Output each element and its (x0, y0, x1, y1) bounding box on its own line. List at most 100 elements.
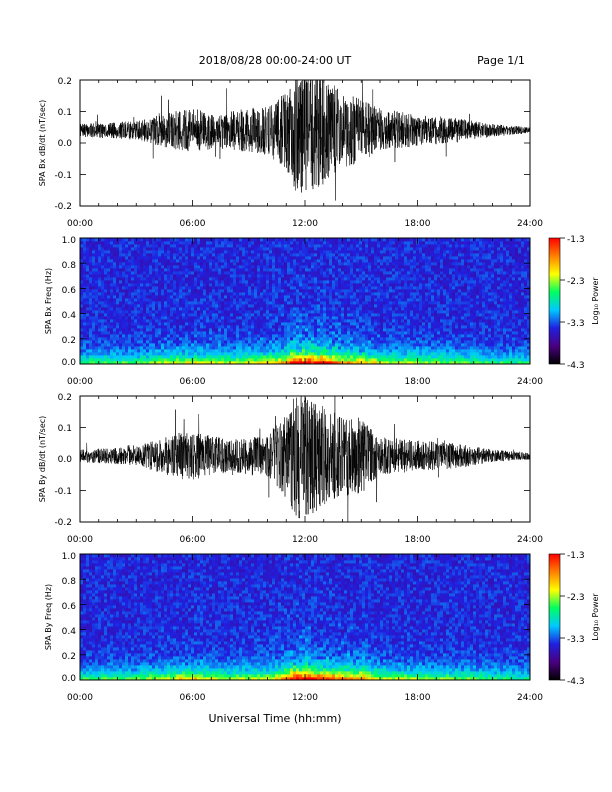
heatmap-cell (332, 337, 336, 341)
heatmap-cell (383, 298, 387, 302)
heatmap-cell (410, 247, 414, 251)
heatmap-cell (203, 265, 207, 269)
heatmap-cell (377, 328, 381, 332)
heatmap-cell (143, 352, 147, 356)
heatmap-cell (197, 262, 201, 266)
heatmap-cell (182, 361, 186, 365)
heatmap-cell (110, 289, 114, 293)
heatmap-cell (173, 331, 177, 335)
heatmap-cell (263, 355, 267, 359)
heatmap-cell (380, 250, 384, 254)
heatmap-cell (110, 340, 114, 344)
heatmap-cell (419, 352, 423, 356)
heatmap-cell (380, 268, 384, 272)
heatmap-cell (266, 343, 270, 347)
heatmap-cell (344, 340, 348, 344)
heatmap-cell (251, 244, 255, 248)
heatmap-cell (161, 325, 165, 329)
heatmap-cell (248, 274, 252, 278)
heatmap-cell (323, 280, 327, 284)
heatmap-cell (143, 286, 147, 290)
heatmap-cell (188, 298, 192, 302)
heatmap-cell (275, 343, 279, 347)
heatmap-cell (398, 331, 402, 335)
heatmap-cell (98, 310, 102, 314)
heatmap-cell (227, 361, 231, 365)
heatmap-cell (233, 265, 237, 269)
heatmap-cell (176, 322, 180, 326)
heatmap-cell (383, 334, 387, 338)
heatmap-cell (245, 301, 249, 305)
heatmap-cell (92, 262, 96, 266)
heatmap-cell (158, 241, 162, 245)
heatmap-cell (140, 352, 144, 356)
heatmap-cell (227, 310, 231, 314)
heatmap-cell (173, 250, 177, 254)
heatmap-cell (311, 262, 315, 266)
heatmap-cell (401, 280, 405, 284)
heatmap-cell (164, 310, 168, 314)
heatmap-cell (281, 352, 285, 356)
heatmap-cell (245, 298, 249, 302)
heatmap-cell (83, 361, 87, 365)
heatmap-cell (365, 340, 369, 344)
heatmap-cell (140, 349, 144, 353)
heatmap-cell (170, 268, 174, 272)
heatmap-cell (371, 340, 375, 344)
heatmap-cell (119, 259, 123, 263)
heatmap-cell (257, 280, 261, 284)
heatmap-cell (401, 313, 405, 317)
heatmap-cell (365, 286, 369, 290)
heatmap-cell (287, 346, 291, 350)
heatmap-cell (338, 301, 342, 305)
heatmap-cell (353, 274, 357, 278)
heatmap-cell (350, 346, 354, 350)
heatmap-cell (125, 325, 129, 329)
heatmap-cell (404, 355, 408, 359)
heatmap-cell (122, 319, 126, 323)
heatmap-cell (275, 274, 279, 278)
heatmap-cell (215, 274, 219, 278)
heatmap-cell (215, 316, 219, 320)
heatmap-cell (242, 346, 246, 350)
heatmap-cell (353, 241, 357, 245)
heatmap-cell (233, 280, 237, 284)
heatmap-cell (374, 295, 378, 299)
heatmap-cell (344, 331, 348, 335)
heatmap-cell (380, 361, 384, 365)
heatmap-cell (425, 328, 429, 332)
heatmap-cell (119, 280, 123, 284)
heatmap-cell (305, 316, 309, 320)
heatmap-cell (242, 358, 246, 362)
heatmap-cell (224, 268, 228, 272)
heatmap-cell (383, 304, 387, 308)
heatmap-cell (299, 271, 303, 275)
heatmap-cell (257, 238, 261, 242)
heatmap-cell (146, 304, 150, 308)
heatmap-cell (374, 307, 378, 311)
heatmap-cell (143, 310, 147, 314)
heatmap-cell (359, 280, 363, 284)
heatmap-cell (335, 310, 339, 314)
heatmap-cell (200, 298, 204, 302)
heatmap-cell (209, 352, 213, 356)
heatmap-cell (203, 286, 207, 290)
heatmap-cell (281, 319, 285, 323)
heatmap-cell (386, 247, 390, 251)
heatmap-cell (284, 328, 288, 332)
heatmap-cell (131, 355, 135, 359)
heatmap-cell (116, 292, 120, 296)
heatmap-cell (296, 277, 300, 281)
heatmap-cell (386, 253, 390, 257)
heatmap-cell (293, 298, 297, 302)
heatmap-cell (356, 268, 360, 272)
heatmap-cell (272, 268, 276, 272)
heatmap-cell (359, 241, 363, 245)
heatmap-cell (281, 277, 285, 281)
heatmap-cell (176, 346, 180, 350)
heatmap-cell (200, 265, 204, 269)
heatmap-cell (377, 295, 381, 299)
heatmap-cell (179, 340, 183, 344)
heatmap-cell (422, 340, 426, 344)
heatmap-cell (419, 331, 423, 335)
